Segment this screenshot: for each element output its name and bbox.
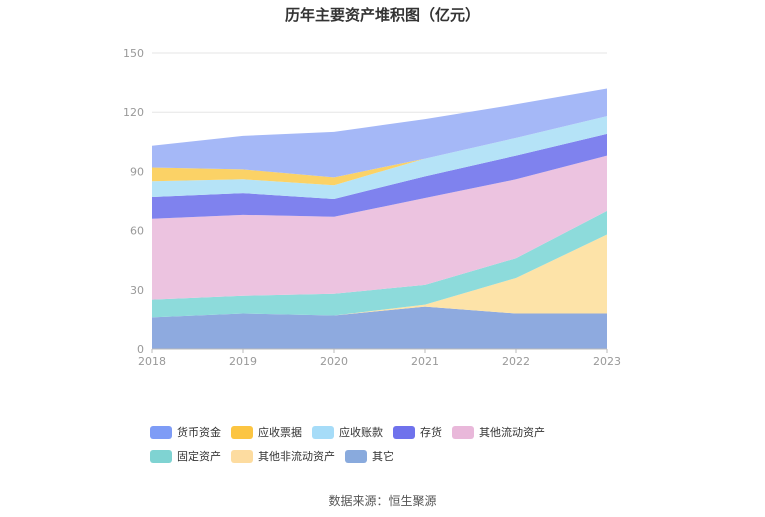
x-tick-label: 2018: [138, 355, 166, 368]
chart-title: 历年主要资产堆积图（亿元）: [284, 6, 480, 24]
y-tick-label: 30: [130, 284, 144, 297]
legend-label: 应收账款: [339, 426, 383, 439]
area-series-2[interactable]: [152, 210, 607, 318]
legend-label: 其它: [372, 450, 394, 463]
x-tick-label: 2023: [593, 355, 621, 368]
area-series-7[interactable]: [152, 88, 607, 178]
y-tick-label: 60: [130, 225, 144, 238]
area-series-4[interactable]: [152, 133, 607, 219]
legend-item[interactable]: 其他非流动资产: [231, 448, 335, 464]
stacked-area-chart: 0 30 60 90 120 150 2018 2019 2020 2021 2022 2023: [123, 47, 621, 368]
y-tick-label: 150: [123, 47, 144, 60]
area-series-1[interactable]: [152, 234, 607, 318]
legend-swatch: [345, 449, 367, 463]
x-tick-label: 2022: [502, 355, 530, 368]
legend-item[interactable]: 存货: [393, 424, 442, 440]
data-source-note: 数据来源：恒生聚源: [328, 494, 437, 508]
legend-item[interactable]: 货币资金: [150, 424, 221, 440]
legend-label: 货币资金: [177, 426, 221, 439]
legend: 货币资金 应收票据 应收账款 存货 其他流动资产固定资产 其他非流动资产 其它: [150, 424, 630, 472]
legend-label: 其他流动资产: [479, 426, 545, 439]
area-series-6[interactable]: [152, 116, 607, 186]
axes: 0 30 60 90 120 150 2018 2019 2020 2021 2022 2023: [123, 47, 621, 368]
legend-label: 固定资产: [177, 450, 221, 463]
legend-swatch: [393, 425, 415, 439]
area-series-3[interactable]: [152, 155, 607, 300]
x-tick-label: 2019: [229, 355, 257, 368]
legend-item[interactable]: 其他流动资产: [452, 424, 545, 440]
y-tick-label: 0: [137, 343, 144, 356]
y-tick-label: 90: [130, 165, 144, 178]
legend-item[interactable]: 固定资产: [150, 448, 221, 464]
legend-swatch: [312, 425, 334, 439]
legend-label: 其他非流动资产: [258, 450, 335, 463]
legend-item[interactable]: 应收票据: [231, 424, 302, 440]
legend-swatch: [231, 449, 253, 463]
legend-swatch: [452, 425, 474, 439]
x-tick-label: 2021: [411, 355, 439, 368]
legend-item[interactable]: 应收账款: [312, 424, 383, 440]
legend-item[interactable]: 其它: [345, 448, 394, 464]
y-tick-label: 120: [123, 106, 144, 119]
legend-swatch: [150, 425, 172, 439]
area-series-5[interactable]: [152, 116, 607, 200]
x-tick-label: 2020: [320, 355, 348, 368]
area-series-0[interactable]: [152, 306, 607, 349]
area-series-layer: [152, 88, 607, 349]
legend-swatch: [231, 425, 253, 439]
legend-label: 存货: [420, 426, 442, 439]
legend-swatch: [150, 449, 172, 463]
legend-label: 应收票据: [258, 426, 302, 439]
